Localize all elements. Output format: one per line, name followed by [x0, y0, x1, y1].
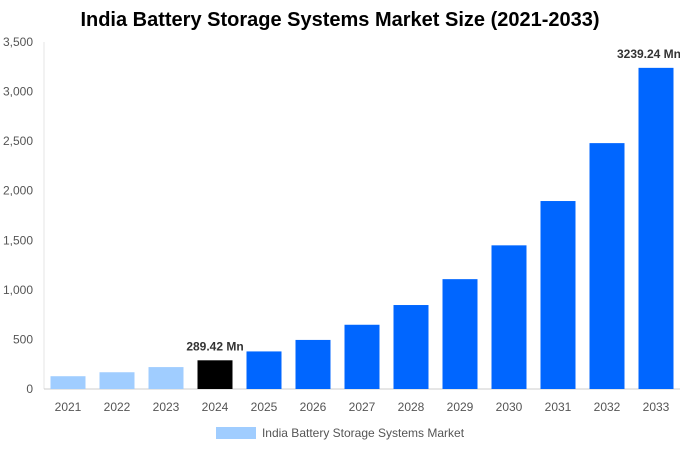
legend: India Battery Storage Systems Market — [0, 426, 680, 440]
x-tick-label: 2030 — [496, 400, 523, 414]
x-tick-label: 2027 — [349, 400, 376, 414]
data-label: 3239.24 Mn — [617, 47, 680, 61]
x-tick-label: 2029 — [447, 400, 474, 414]
bar-2028 — [393, 305, 429, 389]
bar-2027 — [344, 324, 380, 389]
bar-2022 — [99, 372, 135, 389]
x-tick-label: 2024 — [202, 400, 229, 414]
bar-2026 — [295, 339, 331, 389]
bar-2029 — [442, 279, 478, 389]
x-tick-label: 2028 — [398, 400, 425, 414]
x-tick-label: 2022 — [104, 400, 131, 414]
y-tick-label: 3,500 — [3, 35, 33, 49]
bar-2024 — [197, 360, 233, 389]
y-tick-label: 1,000 — [3, 283, 33, 297]
y-tick-label: 2,500 — [3, 134, 33, 148]
legend-label: India Battery Storage Systems Market — [261, 426, 465, 440]
bar-2032 — [589, 143, 625, 389]
bar-2031 — [540, 201, 576, 389]
y-tick-label: 0 — [26, 382, 33, 396]
data-label: 289.42 Mn — [186, 339, 243, 353]
x-tick-label: 2032 — [594, 400, 621, 414]
bar-2030 — [491, 245, 527, 389]
chart-title: India Battery Storage Systems Market Siz… — [80, 9, 600, 31]
legend-swatch — [215, 427, 256, 439]
bar-2025 — [246, 351, 282, 389]
x-tick-label: 2033 — [643, 400, 670, 414]
y-tick-label: 2,000 — [3, 184, 33, 198]
bar-2021 — [50, 376, 86, 389]
y-tick-label: 3,000 — [3, 85, 33, 99]
y-tick-label: 500 — [13, 332, 33, 346]
x-tick-label: 2021 — [55, 400, 82, 414]
x-tick-label: 2026 — [300, 400, 327, 414]
bar-2033 — [638, 67, 674, 390]
x-tick-label: 2023 — [153, 400, 180, 414]
x-tick-label: 2031 — [545, 400, 572, 414]
y-tick-label: 1,500 — [3, 233, 33, 247]
bar-2023 — [148, 367, 184, 389]
x-tick-label: 2025 — [251, 400, 278, 414]
